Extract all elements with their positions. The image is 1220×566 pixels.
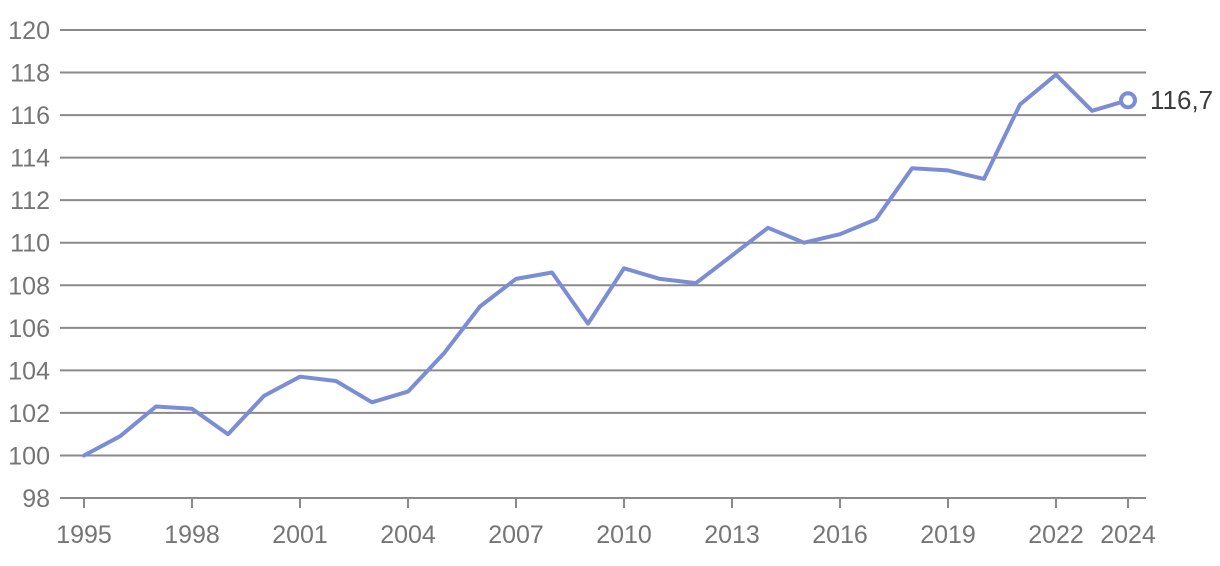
data-series-layer [82,72,1137,458]
x-axis-tick-label: 1998 [164,521,220,549]
x-axis-tick-label: 2010 [596,521,652,549]
x-axis-tick-label: 2022 [1028,521,1084,549]
x-axis-tick-label: 2001 [272,521,328,549]
y-axis-tick-label: 112 [10,187,50,215]
x-axis-tick-label: 1995 [56,521,112,549]
y-axis-tick-label: 98 [22,485,50,513]
gridlines-layer [60,29,1146,499]
x-axis-tick-label: 2007 [488,521,544,549]
last-value-label: 116,7 [1150,85,1213,115]
y-axis-tick-label: 108 [8,272,50,300]
last-point-marker [1119,91,1137,110]
index-line-series [82,72,1130,458]
y-axis-tick-label: 110 [10,230,50,258]
y-axis-tick-label: 114 [10,145,50,173]
y-axis-tick-label: 104 [8,357,50,385]
x-axis-tick-label: 2024 [1100,521,1156,549]
axis-ticks-layer [83,498,1129,508]
y-axis-tick-label: 106 [8,315,50,343]
y-axis-tick-label: 120 [8,17,50,45]
y-axis-tick-label: 118 [10,60,50,88]
y-axis-tick-label: 100 [8,442,50,470]
x-axis-tick-label: 2019 [920,521,976,549]
x-axis-tick-label: 2013 [704,521,760,549]
x-axis-tick-label: 2004 [380,521,436,549]
y-axis-tick-label: 102 [8,400,50,428]
axis-labels-layer: 98 100 102 104 106 108 110 112 114 116 118 120 1995 1… [8,17,1156,549]
x-axis-tick-label: 2016 [812,521,868,549]
y-axis-tick-label: 116 [10,102,50,130]
